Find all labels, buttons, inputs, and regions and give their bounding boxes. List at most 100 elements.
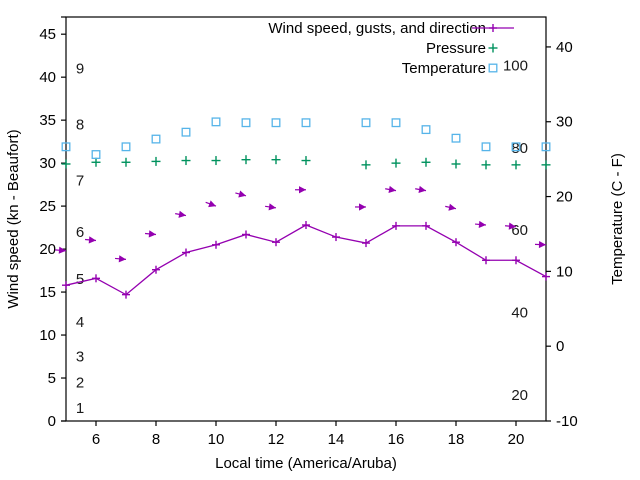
beaufort-label: 1 [76,400,84,417]
x-tick-label: 16 [388,431,405,448]
data-point-gust-arrow [445,203,457,211]
legend-sample-plus [489,24,497,32]
data-point-gust-arrow [265,203,277,211]
legend-label-0: Wind speed, gusts, and direction [268,20,486,37]
data-point-gust-arrow [504,222,517,230]
y-tick-label: 45 [39,26,56,43]
x-tick-label: 14 [328,431,345,448]
data-point-temperature [181,127,191,137]
plot-border [65,16,547,422]
data-point-temperature [91,150,101,159]
x-tick-label: 8 [152,431,160,448]
beaufort-label: 6 [76,224,84,241]
data-point-gust-arrow [114,255,127,263]
fahrenheit-label: 20 [511,387,528,404]
data-point-gust-arrow [415,185,427,193]
data-point-pressure [301,156,311,166]
beaufort-label: 3 [76,349,84,366]
data-point-temperature [511,142,521,152]
data-point-gust-arrow [54,246,67,254]
data-point-wind-speed [482,256,490,265]
data-point-gust-arrow [534,240,547,249]
data-point-pressure [271,155,281,165]
y-tick-label: 15 [39,284,56,301]
legend-sample-plus [488,43,498,53]
data-point-wind-speed [452,238,460,247]
data-point-temperature [271,118,281,128]
data-point-gust-arrow [474,220,487,228]
y2-tick-label: 20 [556,189,573,206]
data-point-wind-speed [272,238,280,247]
beaufort-label: 7 [76,172,84,189]
y-tick-label: 5 [48,370,56,387]
y-tick-label: 10 [39,327,56,344]
beaufort-label: 4 [76,314,84,331]
data-point-pressure [511,160,521,170]
data-point-wind-speed [152,265,160,274]
data-point-pressure [481,160,491,170]
data-point-temperature [241,118,251,128]
data-point-temperature [301,118,311,128]
y-tick-label: 30 [39,155,56,172]
x-tick-label: 18 [448,431,465,448]
data-point-pressure [121,157,131,167]
y2-tick-label: 40 [556,39,573,56]
data-point-wind-speed [242,230,250,239]
data-point-wind-speed [332,233,340,242]
data-point-pressure [361,160,371,170]
y-tick-label: 0 [48,413,56,430]
x-axis-title: Local time (America/Aruba) [215,455,397,472]
y2-tick-label: 30 [556,114,573,131]
data-point-gust-arrow [84,236,97,244]
beaufort-label: 9 [76,61,84,78]
data-point-pressure [541,160,551,170]
data-point-pressure [211,156,221,166]
data-point-pressure [451,159,461,169]
data-point-wind-speed [62,281,70,290]
data-point-wind-speed [122,290,130,299]
data-point-pressure [241,155,251,165]
data-point-pressure [61,159,71,169]
data-point-temperature [391,118,401,128]
data-point-temperature [121,142,131,152]
beaufort-label: 5 [76,271,84,288]
y-tick-label: 25 [39,198,56,215]
data-point-temperature [151,134,161,144]
beaufort-label: 8 [76,116,84,133]
fahrenheit-label: 100 [503,58,528,75]
y2-tick-label: -10 [556,413,578,430]
data-point-wind-speed [542,272,550,281]
data-point-temperature [61,142,71,152]
y-tick-label: 35 [39,112,56,129]
data-point-temperature [481,142,491,152]
fahrenheit-label: 60 [511,222,528,239]
x-tick-label: 6 [92,431,100,448]
data-point-wind-speed [422,221,430,230]
data-point-wind-speed [302,221,310,230]
y2-tick-label: 0 [556,338,564,355]
legend-sample-square [488,63,498,73]
x-tick-label: 10 [208,431,225,448]
y-tick-label: 40 [39,69,56,86]
data-point-gust-arrow [385,185,397,193]
series-line-wind-speed [65,224,547,296]
y2-tick-label: 10 [556,263,573,280]
data-point-wind-speed [92,274,100,283]
y-axis-title: Wind speed (kn - Beaufort) [5,129,22,308]
x-tick-label: 20 [508,431,525,448]
data-point-pressure [181,156,191,166]
data-point-wind-speed [212,240,220,249]
data-point-temperature [211,117,221,127]
data-point-temperature [421,125,431,135]
data-point-gust-arrow [355,203,366,211]
data-point-gust-arrow [175,210,187,218]
data-point-temperature [541,142,551,152]
data-point-wind-speed [512,256,520,265]
data-point-pressure [91,157,101,167]
data-point-pressure [421,157,431,167]
data-point-gust-arrow [235,190,247,198]
data-point-gust-arrow [295,186,306,194]
data-point-wind-speed [362,239,370,248]
legend-label-2: Temperature [402,60,486,77]
